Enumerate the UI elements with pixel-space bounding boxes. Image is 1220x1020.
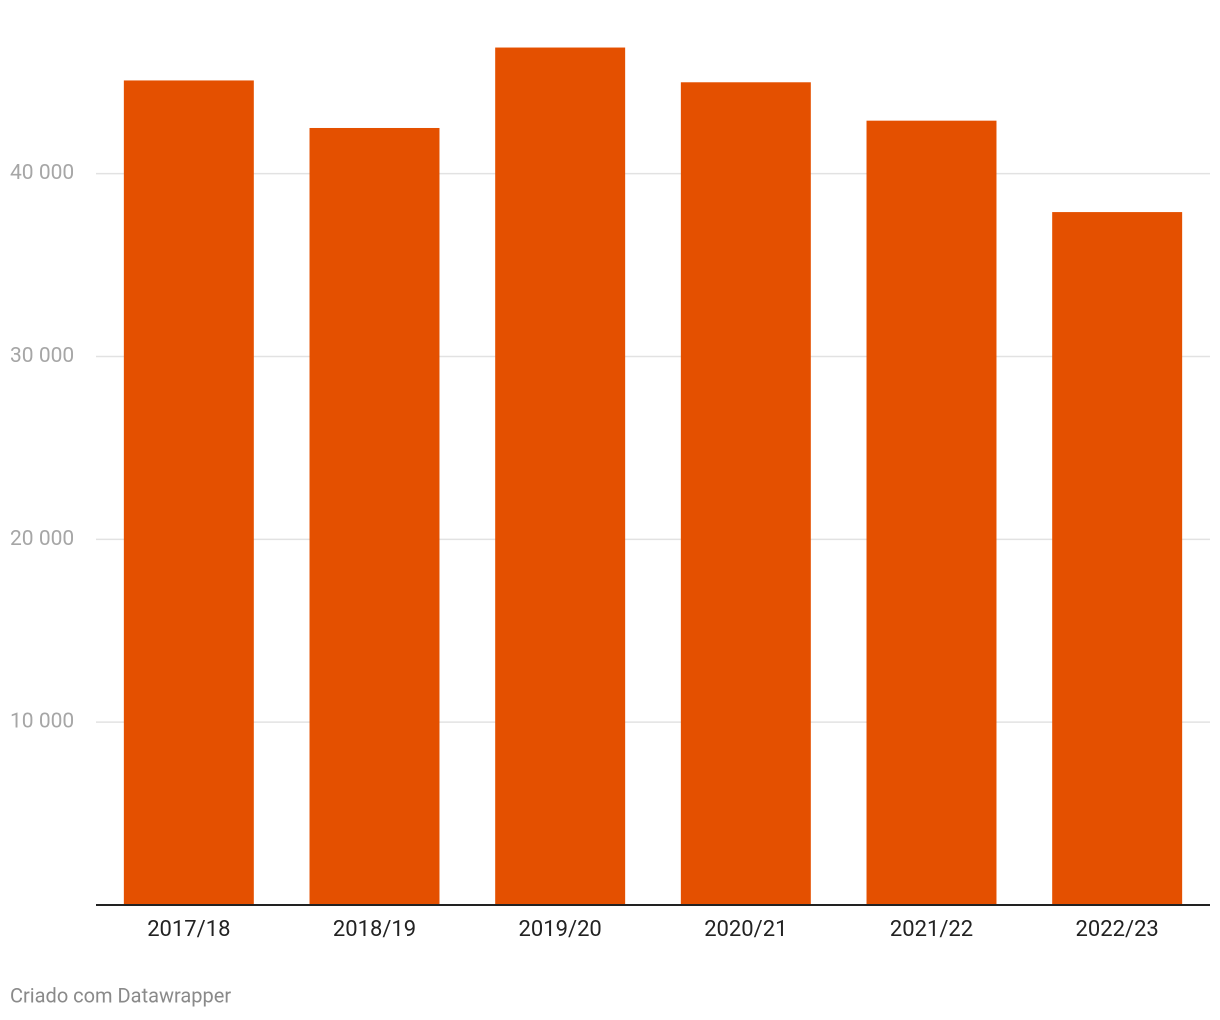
y-tick-label: 30 000 — [10, 344, 74, 368]
x-tick-label: 2021/22 — [890, 917, 973, 942]
x-tick-label: 2019/20 — [519, 917, 602, 942]
y-tick-label: 40 000 — [10, 161, 74, 185]
bar — [680, 82, 811, 906]
y-tick-label: 10 000 — [10, 710, 74, 734]
bar — [1052, 212, 1183, 905]
bar — [123, 80, 254, 905]
x-tick-label: 2020/21 — [704, 917, 787, 942]
footer: Criado com Datawrapper — [10, 983, 231, 1007]
bar — [866, 120, 997, 905]
x-tick-label: 2018/19 — [333, 917, 416, 942]
bar — [495, 47, 626, 906]
x-tick-label: 2017/18 — [147, 917, 230, 942]
bar — [309, 127, 440, 905]
y-tick-label: 20 000 — [10, 527, 74, 551]
x-tick-label: 2022/23 — [1076, 917, 1159, 942]
